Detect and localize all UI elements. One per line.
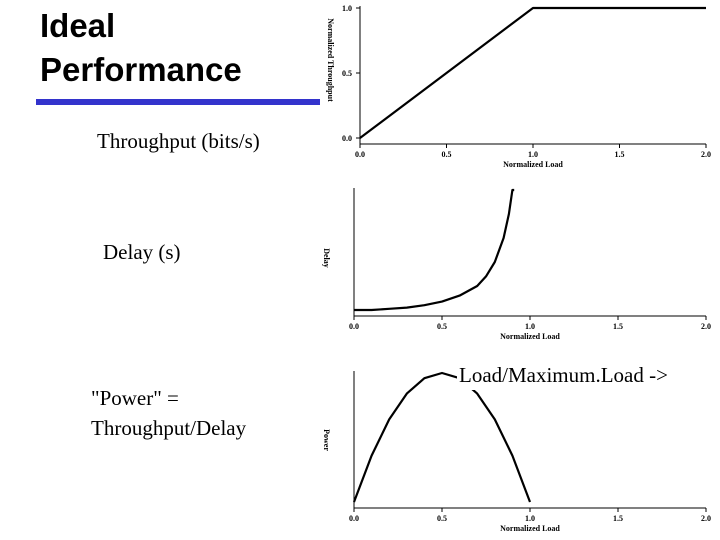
title-underline (36, 99, 320, 105)
slide-title: Ideal Performance (40, 4, 320, 92)
power-x-tick-label: 2.0 (701, 514, 711, 523)
delay-x-tick-label: 0.0 (349, 322, 359, 331)
power-x-tick-label: 1.5 (613, 514, 623, 523)
title-line-2: Performance (40, 51, 242, 88)
throughput-y-tick-label: 0.0 (342, 134, 352, 143)
throughput-x-tick-label: 0.5 (442, 150, 452, 159)
power-x-axis-title: Normalized Load (500, 524, 560, 533)
throughput-y-axis-title: Normalized Throughput (326, 18, 335, 102)
throughput-y-tick-label: 0.5 (342, 69, 352, 78)
throughput-curve (359, 6, 706, 139)
power-y-axis-title: Power (322, 429, 331, 451)
power-curve (352, 371, 532, 503)
delay-x-tick-label: 0.5 (437, 322, 447, 331)
power-label-line-1: "Power" = (91, 386, 179, 410)
throughput-label: Throughput (bits/s) (97, 129, 260, 153)
power-x-tick-label: 0.0 (349, 514, 359, 523)
delay-x-tick-label: 1.0 (525, 322, 535, 331)
throughput-x-tick-label: 0.0 (355, 150, 365, 159)
throughput-x-tick-label: 1.5 (615, 150, 625, 159)
title-line-1: Ideal (40, 7, 116, 44)
load-ratio-label: Load/Maximum.Load -> (457, 360, 670, 390)
delay-x-tick-label: 1.5 (613, 322, 623, 331)
power-label-line-2: Throughput/Delay (91, 416, 247, 440)
throughput-x-tick-label: 2.0 (701, 150, 711, 159)
delay-x-axis-title: Normalized Load (500, 332, 560, 341)
delay-curve (354, 188, 515, 312)
power-x-tick-label: 1.0 (525, 514, 535, 523)
power-label: "Power" = Throughput/Delay (91, 383, 246, 443)
delay-y-axis-title: Delay (322, 248, 331, 268)
delay-label: Delay (s) (103, 240, 181, 264)
throughput-y-tick-label: 1.0 (342, 4, 352, 13)
power-x-tick-label: 0.5 (437, 514, 447, 523)
throughput-x-axis-title: Normalized Load (503, 160, 563, 169)
throughput-x-tick-label: 1.0 (528, 150, 538, 159)
delay-x-tick-label: 2.0 (701, 322, 711, 331)
